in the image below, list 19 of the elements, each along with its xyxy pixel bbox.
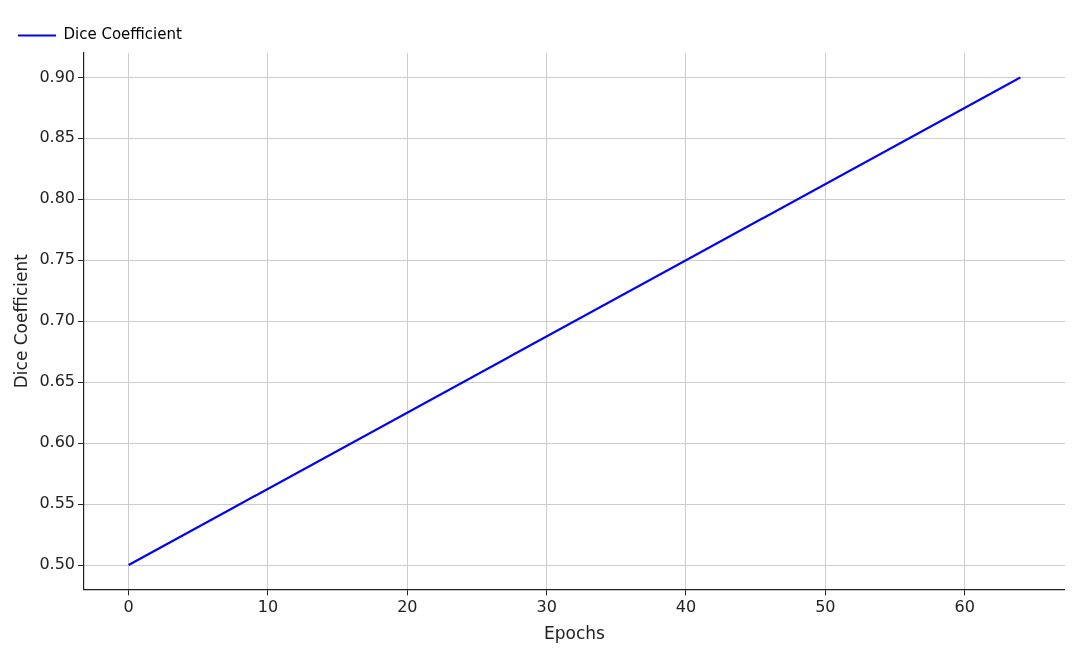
x-tick-label: 30 xyxy=(536,597,557,617)
y-tick-label: 0.55 xyxy=(39,493,76,513)
x-tick-label: 40 xyxy=(675,597,697,617)
y-axis-title: Dice Coefficient xyxy=(10,253,31,389)
x-tick-label: 0 xyxy=(123,597,134,617)
legend-label: Dice Coefficient xyxy=(63,25,182,44)
y-tick-label: 0.60 xyxy=(39,432,76,452)
y-tick-label: 0.65 xyxy=(39,371,76,391)
x-tick-label: 60 xyxy=(954,597,975,617)
y-tick-label: 0.70 xyxy=(39,310,76,330)
y-tick-label: 0.80 xyxy=(39,188,76,208)
y-tick-label: 0.50 xyxy=(39,554,76,574)
x-tick-label: 50 xyxy=(815,597,836,617)
y-tick-label: 0.75 xyxy=(39,249,76,269)
x-tick-label: 20 xyxy=(397,597,418,617)
x-axis-title: Epochs xyxy=(544,623,606,644)
y-tick-label: 0.90 xyxy=(39,66,76,86)
y-tick-label: 0.85 xyxy=(39,127,76,147)
x-tick-label: 10 xyxy=(257,597,279,617)
